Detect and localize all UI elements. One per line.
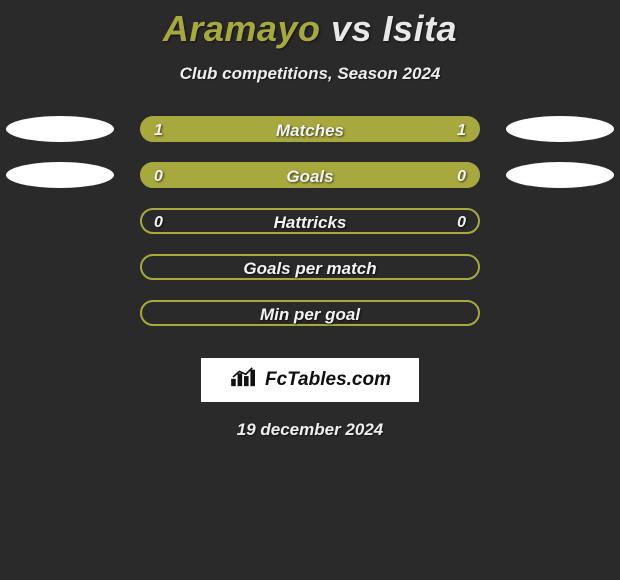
stat-label: Matches	[142, 118, 478, 144]
comparison-title: Aramayo vs Isita	[0, 0, 620, 50]
stat-label: Goals	[142, 164, 478, 190]
vs-text: vs	[331, 8, 372, 49]
stat-value-left: 0	[154, 210, 163, 236]
player2-ellipse	[506, 116, 614, 142]
stat-row: Min per goal	[0, 300, 620, 346]
stats-rows: Matches11Goals00Hattricks00Goals per mat…	[0, 116, 620, 346]
logo-text: FcTables.com	[265, 369, 391, 391]
stat-bar: Min per goal	[140, 300, 480, 326]
stat-value-left: 0	[154, 164, 163, 190]
stat-label: Goals per match	[142, 256, 478, 282]
stat-value-right: 0	[457, 210, 466, 236]
date-text: 19 december 2024	[0, 420, 620, 440]
stat-row: Goals0 0	[0, 162, 620, 208]
stat-row: Goals per match	[0, 254, 620, 300]
stat-bar: Goals per match	[140, 254, 480, 280]
player1-ellipse	[6, 162, 114, 188]
logo: FcTables.com	[229, 366, 391, 394]
player1-ellipse	[6, 116, 114, 142]
stat-value-right: 0	[457, 164, 466, 190]
bar-chart-icon	[229, 366, 259, 394]
stat-label: Min per goal	[142, 302, 478, 328]
stat-bar: Hattricks0 0	[140, 208, 480, 234]
player2-name: Isita	[383, 8, 458, 49]
stat-bar: Goals0 0	[140, 162, 480, 188]
subtitle: Club competitions, Season 2024	[0, 64, 620, 84]
logo-box: FcTables.com	[201, 358, 419, 402]
player2-ellipse	[506, 162, 614, 188]
stat-row: Hattricks0 0	[0, 208, 620, 254]
stat-row: Matches1 1	[0, 116, 620, 162]
stat-bar: Matches1 1	[140, 116, 480, 142]
stat-value-left: 1	[154, 118, 163, 144]
stat-label: Hattricks	[142, 210, 478, 236]
player1-name: Aramayo	[163, 8, 321, 49]
stat-value-right: 1	[457, 118, 466, 144]
